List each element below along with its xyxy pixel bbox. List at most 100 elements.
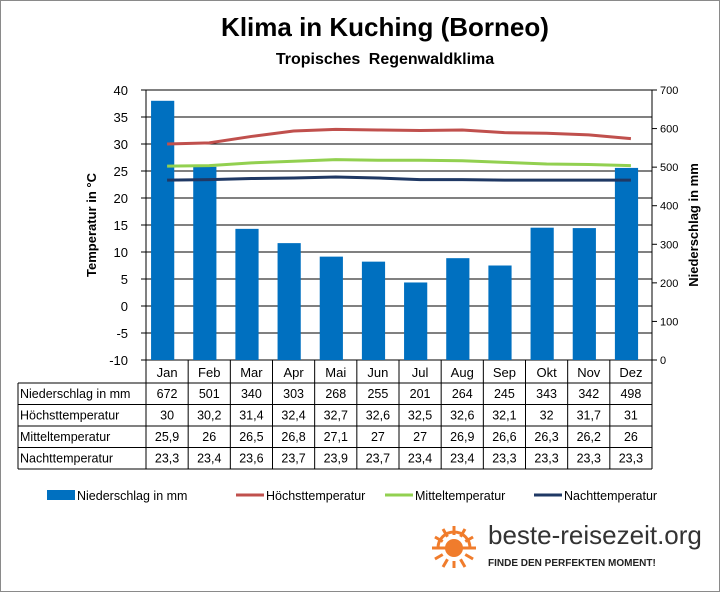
sun-ray (459, 558, 467, 568)
line-nachttemperatur (167, 175, 631, 182)
left-axis-title: Temperatur in °C (84, 172, 99, 277)
left-tick-label: 40 (114, 83, 128, 98)
table-cell: 31 (624, 409, 638, 423)
sun-ray (464, 553, 474, 561)
category-label: Mar (240, 365, 263, 380)
category-label: Jul (412, 365, 429, 380)
left-tick-label: 10 (114, 245, 128, 260)
chart-subtitle: Tropisches Regenwaldklima (275, 51, 495, 68)
bar-mai (319, 256, 343, 360)
table-cell: 501 (199, 387, 220, 401)
left-tick-label: 0 (121, 299, 128, 314)
sun-ray (434, 553, 444, 561)
category-label: Aug (451, 365, 474, 380)
table-cell: 26 (624, 430, 638, 444)
table-cell: 264 (452, 387, 473, 401)
left-tick-label: 20 (114, 191, 128, 206)
bar-aug (446, 258, 470, 360)
category-label: Apr (283, 365, 304, 380)
table-cell: 26,6 (492, 430, 516, 444)
category-label: Nov (577, 365, 601, 380)
table-row-header: Mitteltemperatur (20, 430, 110, 444)
brand-logo[interactable]: beste-reisezeit.org FINDE DEN PERFEKTEN … (428, 520, 713, 575)
table-cell: 23,6 (239, 452, 263, 466)
left-tick-label: 25 (114, 164, 128, 179)
table-cell: 255 (367, 387, 388, 401)
brand-name: beste-reisezeit.org (488, 520, 702, 550)
table-cell: 26,2 (577, 430, 601, 444)
table-cell: 23,3 (619, 452, 643, 466)
bar-dez (614, 167, 639, 360)
table-cell: 23,9 (324, 452, 348, 466)
category-label: Feb (198, 365, 220, 380)
right-tick-label: 0 (660, 355, 666, 367)
table-cell: 498 (620, 387, 641, 401)
category-label: Jan (157, 365, 178, 380)
table-row-header: Niederschlag in mm (20, 387, 130, 401)
table-cell: 32,1 (492, 409, 516, 423)
table-row-header: Nachttemperatur (20, 452, 113, 466)
table-cell: 23,4 (450, 452, 474, 466)
legend-swatch (47, 490, 75, 500)
table-cell: 342 (578, 387, 599, 401)
left-tick-label: 30 (114, 137, 128, 152)
table-cell: 343 (536, 387, 557, 401)
table-cell: 23,7 (366, 452, 390, 466)
table-cell: 27 (371, 430, 385, 444)
bar-jun (361, 261, 386, 360)
bar-mar (235, 228, 259, 360)
table-cell: 303 (283, 387, 304, 401)
bar-apr (277, 243, 301, 360)
sun-icon (432, 526, 476, 568)
table-cell: 32,7 (324, 409, 348, 423)
right-tick-label: 200 (660, 278, 678, 290)
table-row-header: Höchsttemperatur (20, 409, 119, 423)
table-cell: 26,5 (239, 430, 263, 444)
line-mitteltemperatur (167, 158, 631, 168)
table-cell: 32 (540, 409, 554, 423)
chart-title: Klima in Kuching (Borneo) (221, 12, 549, 42)
table-cell: 32,5 (408, 409, 432, 423)
table-cell: 340 (241, 387, 262, 401)
right-tick-label: 300 (660, 239, 678, 251)
bar-nov (572, 228, 596, 360)
legend-label: Nachttemperatur (564, 489, 657, 503)
table-cell: 23,3 (534, 452, 558, 466)
table-cell: 27,1 (324, 430, 348, 444)
left-tick-label: -10 (109, 353, 128, 368)
table-cell: 201 (410, 387, 431, 401)
bar-feb (193, 166, 217, 360)
line-höchsttemperatur (167, 127, 632, 146)
right-tick-label: 400 (660, 201, 678, 213)
right-tick-label: 100 (660, 316, 678, 328)
table-cell: 23,4 (197, 452, 221, 466)
legend-label: Niederschlag in mm (77, 489, 187, 503)
table-cell: 23,3 (492, 452, 516, 466)
table-cell: 23,3 (577, 452, 601, 466)
sun-ray (441, 558, 449, 568)
bar-okt (530, 227, 554, 360)
table-cell: 30,2 (197, 409, 221, 423)
left-tick-label: 35 (114, 110, 128, 125)
table-cell: 268 (325, 387, 346, 401)
table-cell: 32,6 (366, 409, 390, 423)
category-label: Dez (619, 365, 642, 380)
bar-jan (151, 100, 175, 361)
category-label: Mai (325, 365, 346, 380)
left-tick-label: 15 (114, 218, 128, 233)
left-tick-label: 5 (121, 272, 128, 287)
table-cell: 31,7 (577, 409, 601, 423)
right-axis-title: Niederschlag in mm (686, 163, 701, 287)
right-tick-label: 600 (660, 124, 678, 136)
right-tick-label: 500 (660, 162, 678, 174)
table-cell: 32,6 (450, 409, 474, 423)
table-cell: 26,3 (534, 430, 558, 444)
table-cell: 672 (157, 387, 178, 401)
category-label: Okt (536, 365, 557, 380)
table-cell: 25,9 (155, 430, 179, 444)
legend-label: Mitteltemperatur (415, 489, 505, 503)
table-cell: 26,8 (281, 430, 305, 444)
table-cell: 26,9 (450, 430, 474, 444)
table-cell: 23,3 (155, 452, 179, 466)
